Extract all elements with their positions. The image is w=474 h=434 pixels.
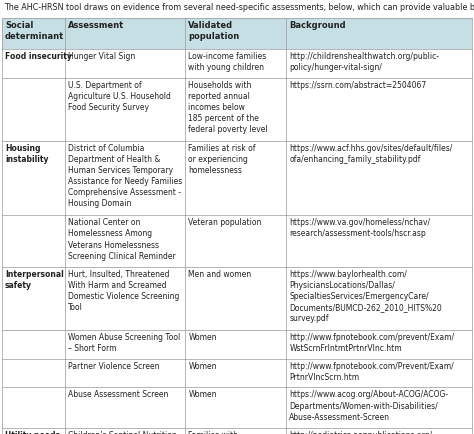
Text: Food insecurity: Food insecurity xyxy=(5,52,72,61)
Text: Validated
population: Validated population xyxy=(188,21,239,41)
Text: Partner Violence Screen: Partner Violence Screen xyxy=(68,362,160,371)
Text: Assessment: Assessment xyxy=(68,21,125,30)
Text: National Center on
Homelessness Among
Veterans Homelessness
Screening Clinical R: National Center on Homelessness Among Ve… xyxy=(68,218,176,261)
Text: Women Abuse Screening Tool
– Short Form: Women Abuse Screening Tool – Short Form xyxy=(68,333,181,353)
Text: Hunger Vital Sign: Hunger Vital Sign xyxy=(68,52,136,61)
Text: U.S. Department of
Agriculture U.S. Household
Food Security Survey: U.S. Department of Agriculture U.S. Hous… xyxy=(68,81,171,112)
Text: Interpersonal
safety: Interpersonal safety xyxy=(5,270,64,290)
Text: Background: Background xyxy=(289,21,346,30)
Text: Families at risk of
or experiencing
homelessness: Families at risk of or experiencing home… xyxy=(188,144,256,175)
Text: Households with
reported annual
incomes below
185 percent of the
federal poverty: Households with reported annual incomes … xyxy=(188,81,268,134)
Text: Women: Women xyxy=(188,333,217,342)
Text: Utility needs: Utility needs xyxy=(5,431,60,434)
Text: https://www.acog.org/About-ACOG/ACOG-
Departments/Women-with-Disabilities/
Abuse: https://www.acog.org/About-ACOG/ACOG- De… xyxy=(289,391,448,421)
Text: District of Columbia
Department of Health &
Human Services Temporary
Assistance : District of Columbia Department of Healt… xyxy=(68,144,182,208)
Text: https://www.baylorhealth.com/
PhysiciansLocations/Dallas/
SpecialtiesServices/Em: https://www.baylorhealth.com/ Physicians… xyxy=(289,270,442,323)
Text: Low-income families
with young children: Low-income families with young children xyxy=(188,52,266,72)
Text: http://childrenshealthwatch.org/public-
policy/hunger-vital-sign/: http://childrenshealthwatch.org/public- … xyxy=(289,52,439,72)
Text: http://pediatrics.aappublications.org/
content/pediatrics/122/4/e867.full.pdf: http://pediatrics.aappublications.org/ c… xyxy=(289,431,435,434)
Bar xyxy=(2,18,472,49)
Text: http://www.fpnotebook.com/Prevent/Exam/
PrtnrVlncScrn.htm: http://www.fpnotebook.com/Prevent/Exam/ … xyxy=(289,362,454,382)
Text: Children’s Sentinel Nutrition
Assessment Program: Children’s Sentinel Nutrition Assessment… xyxy=(68,431,177,434)
Text: Families with
children younger
than 3 years old: Families with children younger than 3 ye… xyxy=(188,431,253,434)
Text: The AHC-HRSN tool draws on evidence from several need-specific assessments, belo: The AHC-HRSN tool draws on evidence from… xyxy=(4,3,474,12)
Text: https://ssrn.com/abstract=2504067: https://ssrn.com/abstract=2504067 xyxy=(289,81,427,90)
Text: Hurt, Insulted, Threatened
With Harm and Screamed
Domestic Violence Screening
To: Hurt, Insulted, Threatened With Harm and… xyxy=(68,270,180,312)
Text: https://www.va.gov/homeless/nchav/
research/assessment-tools/hscr.asp: https://www.va.gov/homeless/nchav/ resea… xyxy=(289,218,430,238)
Text: https://www.acf.hhs.gov/sites/default/files/
ofa/enhancing_family_stability.pdf: https://www.acf.hhs.gov/sites/default/fi… xyxy=(289,144,453,164)
Text: Abuse Assessment Screen: Abuse Assessment Screen xyxy=(68,391,169,399)
Text: Women: Women xyxy=(188,391,217,399)
Text: Social
determinant: Social determinant xyxy=(5,21,64,41)
Text: http://www.fpnotebook.com/prevent/Exam/
WstScrnFrIntmtPrtnrVlnc.htm: http://www.fpnotebook.com/prevent/Exam/ … xyxy=(289,333,455,353)
Text: Veteran population: Veteran population xyxy=(188,218,262,227)
Text: Housing
instability: Housing instability xyxy=(5,144,48,164)
Text: Men and women: Men and women xyxy=(188,270,251,279)
Text: Women: Women xyxy=(188,362,217,371)
